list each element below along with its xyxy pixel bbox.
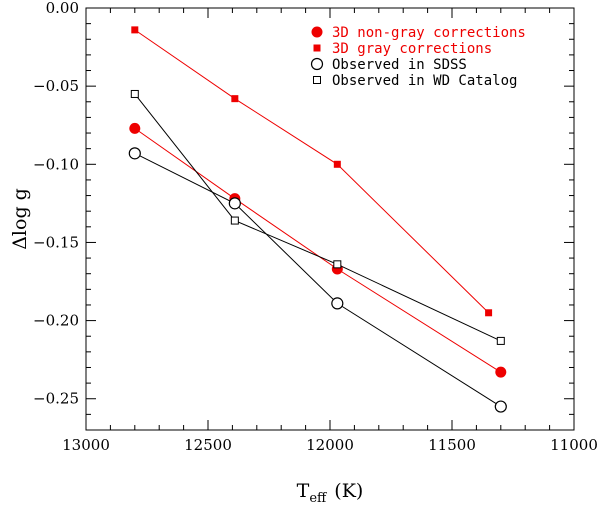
y-tick-label: −0.20	[33, 312, 79, 330]
data-point	[331, 297, 344, 310]
data-point	[230, 216, 239, 225]
y-tick-label: −0.10	[33, 155, 79, 173]
x-tick-label: 12000	[306, 436, 354, 454]
axis-ticks	[85, 7, 575, 431]
data-point	[130, 89, 139, 98]
x-axis-label-symbol: T	[297, 480, 310, 502]
data-point	[495, 366, 507, 378]
legend-label: Observed in SDSS	[332, 57, 467, 73]
x-tick-label: 11500	[428, 436, 476, 454]
x-tick-label: 13000	[62, 436, 110, 454]
series-nongray	[129, 122, 507, 378]
data-point	[231, 95, 239, 103]
y-tick-label: −0.25	[33, 390, 79, 408]
data-point	[128, 147, 141, 160]
series-line	[134, 93, 502, 342]
legend-marker	[310, 57, 324, 71]
data-point	[485, 309, 493, 317]
x-axis-label-subscript: eff	[309, 491, 328, 506]
x-axis-label: Teff (K)	[297, 480, 364, 506]
series-gray	[131, 26, 493, 317]
y-tick-label: −0.05	[33, 77, 79, 95]
legend-label: Observed in WD Catalog	[332, 73, 517, 89]
legend-marker	[313, 44, 321, 52]
y-axis-label: Δlog g	[9, 188, 31, 250]
data-point	[333, 160, 341, 168]
series-sdss	[128, 147, 507, 413]
data-point	[494, 400, 507, 413]
data-point	[496, 336, 505, 345]
data-point	[228, 197, 241, 210]
legend-label: 3D gray corrections	[332, 41, 492, 57]
data-point	[333, 260, 342, 269]
axis-tick-labels: 13000 12500 12000 11500 11000 0.00 −0.05 −0.10 −…	[33, 0, 598, 454]
data-point	[129, 122, 141, 134]
y-tick-label: −0.15	[33, 233, 79, 251]
x-tick-label: 11000	[550, 436, 598, 454]
data-point	[131, 26, 139, 34]
series-line	[134, 29, 489, 314]
series-wdcat	[130, 89, 505, 345]
series-line	[134, 152, 502, 407]
x-tick-label: 12500	[184, 436, 232, 454]
y-tick-label: 0.00	[46, 0, 79, 17]
x-axis-label-unit: (K)	[334, 480, 363, 502]
series-line	[134, 127, 502, 373]
data-series	[128, 26, 507, 413]
legend-label: 3D non-gray corrections	[332, 25, 526, 41]
legend-marker	[311, 26, 323, 38]
legend-marker	[313, 76, 321, 84]
